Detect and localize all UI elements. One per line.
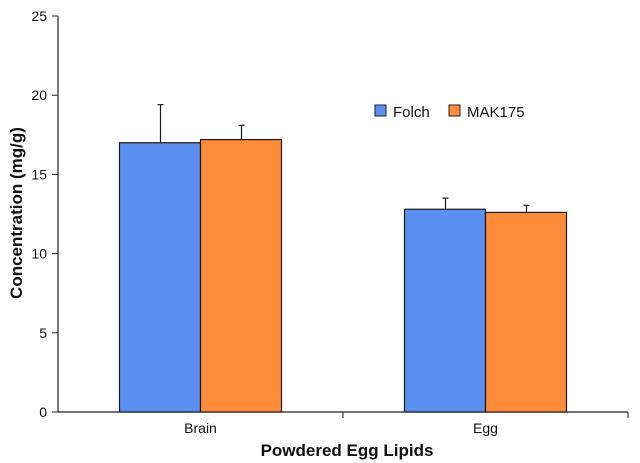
y-tick-label: 15 [31,166,47,182]
legend-label-folch: Folch [393,104,430,121]
y-axis-title: Concentration (mg/g) [7,127,26,299]
x-category-label: Brain [184,420,217,436]
bar-mak175-egg [484,211,568,413]
tick-labels: 0 5 10 15 20 25 Brain Egg [31,8,498,436]
legend: Folch MAK175 [374,104,525,121]
y-tick-label: 25 [31,8,47,24]
legend-swatch-folch [374,104,387,117]
bar-folch-brain [118,142,202,413]
bars [118,104,568,413]
y-tick-label: 5 [39,325,47,341]
x-axis-title: Powdered Egg Lipids [261,441,434,460]
y-tick-label: 20 [31,87,47,103]
bar-folch-egg [403,208,487,413]
bar-mak175-brain [199,138,283,413]
y-tick-label: 10 [31,246,47,262]
x-category-label: Egg [473,420,498,436]
y-tick-label: 0 [39,404,47,420]
legend-swatch-mak175 [448,104,461,117]
legend-label-mak175: MAK175 [467,104,525,121]
